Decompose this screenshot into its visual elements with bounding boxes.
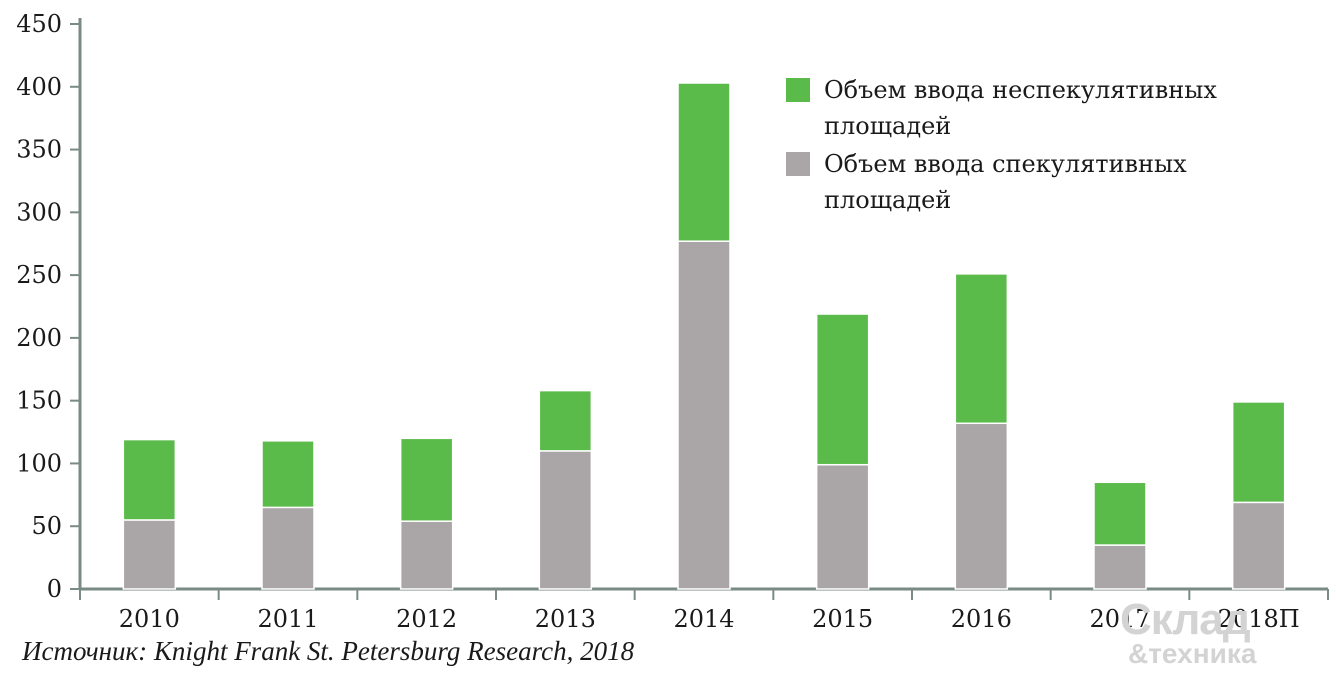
- bar-non-speculative: [261, 440, 315, 509]
- x-tick-label: 2012: [396, 605, 457, 633]
- plot-area: 0 50 100 150 200 250 300 350 400 450 2010 2011 2012 2…: [16, 10, 1329, 633]
- source-note: Источник: Knight Frank St. Petersburg Re…: [22, 636, 635, 666]
- bar-speculative: [1231, 501, 1286, 590]
- y-tick-label: 0: [47, 575, 62, 603]
- y-tick-label: 250: [16, 261, 62, 289]
- x-tick-label: 2013: [535, 605, 596, 633]
- x-tick-label: 2015: [812, 605, 873, 633]
- legend-label: Объем ввода спекулятивных: [824, 150, 1187, 178]
- legend-label: площадей: [824, 186, 951, 214]
- bar-non-speculative: [122, 438, 177, 521]
- bar-speculative: [815, 463, 870, 590]
- bar-non-speculative: [1093, 481, 1147, 546]
- x-tick-label: 2011: [257, 605, 318, 633]
- y-tick-label: 150: [16, 387, 62, 415]
- y-tick-label: 400: [16, 73, 62, 101]
- bar-non-speculative: [954, 273, 1009, 425]
- bar-speculative: [954, 422, 1009, 590]
- watermark-line1: Склад: [1120, 595, 1251, 644]
- x-tick-label: 2017: [1089, 605, 1150, 633]
- legend-label: площадей: [824, 112, 951, 140]
- legend-label: Объем ввода неспекулятивных: [824, 76, 1217, 104]
- legend-swatch: [786, 78, 810, 102]
- y-tick-label: 100: [16, 449, 62, 477]
- bar-speculative: [1093, 544, 1147, 590]
- y-tick-label: 350: [16, 136, 62, 164]
- bar-non-speculative: [815, 313, 870, 466]
- bar-non-speculative: [677, 82, 731, 242]
- x-tick-label: 2014: [673, 605, 734, 633]
- x-tick-label: 2016: [951, 605, 1012, 633]
- watermark-line2: &техника: [1128, 638, 1257, 669]
- watermark-logo: Склад &техника: [1120, 598, 1320, 668]
- legend-swatch: [786, 152, 810, 176]
- bar-non-speculative: [399, 437, 454, 522]
- x-tick-label: 2010: [119, 605, 180, 633]
- y-tick-label: 450: [16, 10, 62, 38]
- bar-speculative: [538, 450, 593, 590]
- bar-speculative: [677, 240, 731, 590]
- bar-speculative: [261, 506, 315, 590]
- x-tick-label: 2018П: [1218, 605, 1300, 633]
- y-tick-label: 300: [16, 198, 62, 226]
- bar-non-speculative: [538, 389, 593, 452]
- bar-speculative: [122, 519, 177, 590]
- y-tick-label: 200: [16, 324, 62, 352]
- y-tick-label: 50: [31, 512, 62, 540]
- bar-speculative: [399, 520, 454, 590]
- bar-non-speculative: [1231, 401, 1286, 504]
